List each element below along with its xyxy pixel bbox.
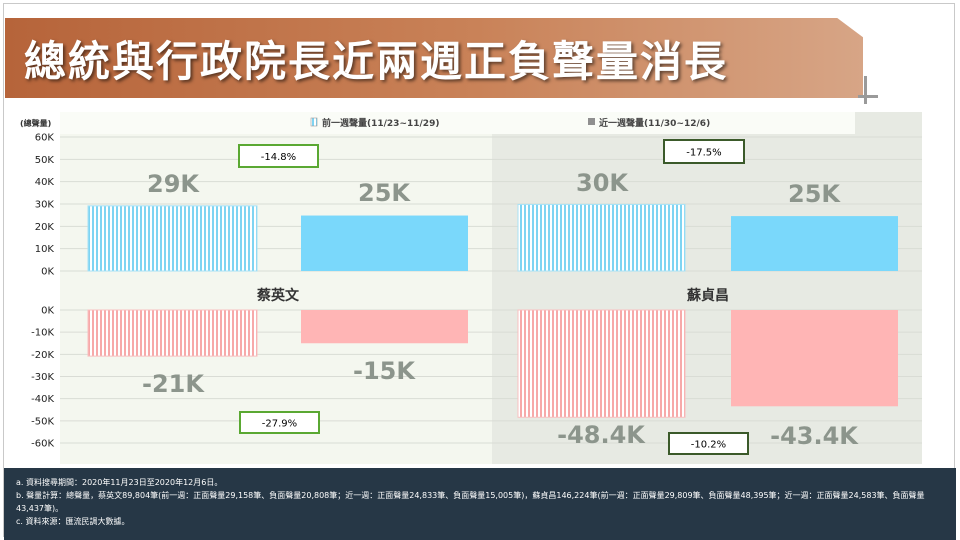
pos-tick-label-4: 20K	[35, 222, 55, 233]
neg-tick-label-5: -50K	[31, 416, 54, 427]
pos-change-box-1-label: -17.5%	[686, 148, 721, 159]
pos-tick-label-5: 10K	[35, 244, 55, 255]
neg-change-box-1	[668, 432, 749, 455]
neg-tick-label-3: -30K	[31, 372, 54, 383]
neg-bar-prev-0	[87, 309, 258, 357]
neg-bar-prev-1	[517, 309, 686, 418]
pos-tick-label-1: 50K	[35, 155, 55, 166]
pos-data-label-prev-1: 30K	[576, 169, 629, 197]
page-title: 總統與行政院長近兩週正負聲量消長	[24, 37, 729, 86]
neg-change-box-1-label: -10.2%	[691, 440, 726, 451]
chart: 前一週聲量(11/23~11/29) 近一週聲量(11/30~12/6) (總聲量)…	[20, 112, 922, 464]
neg-bar-curr-0	[301, 310, 468, 344]
legend-label-curr: 近一週聲量(11/30~12/6)	[599, 117, 710, 129]
neg-tick-label-4: -40K	[31, 394, 54, 405]
panel-bg-left	[60, 112, 492, 464]
legend-swatch-curr	[588, 118, 595, 125]
neg-tick-label-1: -10K	[31, 328, 54, 339]
note-c: c. 資料來源：匯流民調大數據。	[16, 517, 130, 526]
pos-data-label-curr-0: 25K	[358, 179, 411, 207]
pos-bar-curr-1	[731, 216, 898, 271]
title-corner-mark	[864, 76, 867, 104]
title-banner	[5, 18, 863, 98]
y-axis-label: (總聲量)	[20, 118, 51, 128]
neg-tick-label-2: -20K	[31, 350, 54, 361]
neg-data-label-prev-1: -48.4K	[557, 421, 646, 449]
neg-data-label-curr-0: -15K	[353, 357, 416, 385]
pos-tick-label-3: 30K	[35, 200, 55, 211]
category-label-0: 蔡英文	[256, 287, 300, 304]
neg-change-box-0	[239, 411, 320, 434]
pos-tick-label-6: 0K	[41, 267, 54, 278]
pos-tick-label-0: 60K	[35, 133, 55, 144]
neg-change-box-0-label: -27.9%	[262, 419, 297, 430]
footer-notes: a. 資料搜尋期間：2020年11月23日至2020年12月6日。 b. 聲量計…	[4, 468, 956, 540]
note-b: b. 聲量計算：總聲量，蔡英文89,804筆(前一週：正面聲量29,158筆、負…	[16, 491, 925, 513]
category-label-1: 蘇貞昌	[686, 287, 729, 304]
neg-tick-label-0: 0K	[41, 306, 54, 317]
neg-data-label-prev-0: -21K	[142, 370, 205, 398]
pos-change-box-0	[238, 144, 319, 168]
legend-label-prev: 前一週聲量(11/23~11/29)	[322, 117, 439, 129]
legend-bg	[60, 112, 855, 134]
pos-change-box-0-label: -14.8%	[261, 152, 296, 163]
note-a: a. 資料搜尋期間：2020年11月23日至2020年12月6日。	[16, 478, 223, 487]
neg-data-label-curr-1: -43.4K	[770, 422, 859, 450]
legend-swatch-prev	[310, 117, 318, 127]
title-corner-mark-h	[858, 95, 878, 98]
pos-tick-label-2: 40K	[35, 177, 55, 188]
pos-change-box-1	[663, 139, 745, 164]
pos-bar-prev-1	[517, 203, 686, 272]
pos-data-label-curr-1: 25K	[788, 180, 841, 208]
neg-bar-curr-1	[731, 310, 898, 407]
pos-bar-prev-0	[87, 205, 258, 272]
pos-data-label-prev-0: 29K	[147, 170, 200, 198]
neg-tick-label-6: -60K	[31, 439, 54, 450]
pos-bar-curr-0	[301, 215, 468, 271]
